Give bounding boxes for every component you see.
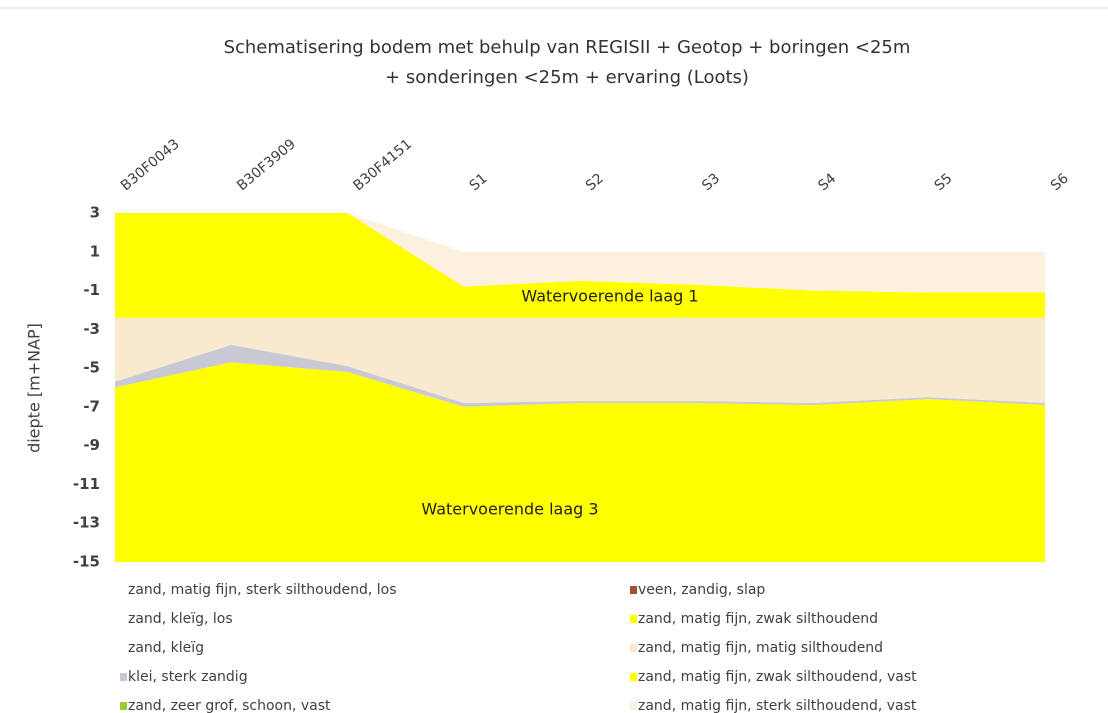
x-tick-label: S1 (467, 170, 491, 194)
legend-swatch (630, 673, 637, 681)
legend-swatch (120, 702, 127, 710)
y-tick-label: -9 (83, 436, 100, 454)
legend-label: zand, kleïg, los (128, 611, 233, 627)
legend-swatch (120, 673, 127, 681)
legend-label: zand, matig fijn, sterk silthoudend, los (128, 582, 397, 598)
legend-label: zand, matig fijn, zwak silthoudend, vast (638, 669, 917, 685)
x-tick-label: S3 (699, 170, 723, 194)
x-tick-label: B30F0043 (118, 136, 183, 194)
area (115, 213, 1045, 318)
legend-swatch (630, 702, 637, 710)
x-tick-label: B30F3909 (234, 136, 299, 194)
y-tick-label: -13 (73, 514, 100, 532)
y-tick-label: -3 (83, 320, 100, 338)
x-tick-label: S6 (1048, 170, 1072, 194)
plot-area (115, 213, 1045, 562)
chart-subtitle: + sonderingen <25m + ervaring (Loots) (385, 67, 749, 88)
area (115, 317, 1045, 404)
chart-title: Schematisering bodem met behulp van REGI… (224, 37, 911, 58)
legend-label: zand, zeer grof, schoon, vast (128, 698, 331, 713)
y-tick-label: 1 (90, 242, 100, 260)
y-axis-label: diepte [m+NAP] (25, 323, 44, 453)
legend-swatch (630, 615, 637, 623)
legend-label: veen, zandig, slap (638, 582, 765, 598)
legend-label: zand, matig fijn, zwak silthoudend (638, 611, 878, 627)
y-tick-label: -11 (73, 475, 100, 493)
y-tick-label: -7 (83, 397, 100, 415)
area (115, 362, 1045, 562)
y-tick-label: -15 (73, 553, 100, 571)
annotation: Watervoerende laag 1 (521, 287, 698, 306)
legend-label: zand, matig fijn, matig silthoudend (638, 640, 883, 656)
area (115, 213, 1045, 293)
legend-swatch (120, 586, 127, 594)
legend-label: klei, sterk zandig (128, 669, 248, 685)
legend-swatch (630, 644, 637, 652)
legend-label: zand, kleïg (128, 640, 204, 656)
legend-swatch (630, 586, 637, 594)
x-tick-label: S5 (932, 170, 956, 194)
annotation: Watervoerende laag 3 (421, 500, 598, 519)
x-tick-label: B30F4151 (350, 136, 415, 194)
legend-swatch (120, 644, 127, 652)
y-tick-label: 3 (90, 204, 100, 222)
legend-label: zand, matig fijn, sterk silthoudend, vas… (638, 698, 917, 713)
y-tick-label: -5 (83, 359, 100, 377)
y-tick-label: -1 (83, 281, 100, 299)
x-tick-label: S4 (815, 170, 839, 194)
area (115, 213, 1045, 252)
legend-swatch (120, 615, 127, 623)
x-tick-label: S2 (583, 170, 607, 194)
